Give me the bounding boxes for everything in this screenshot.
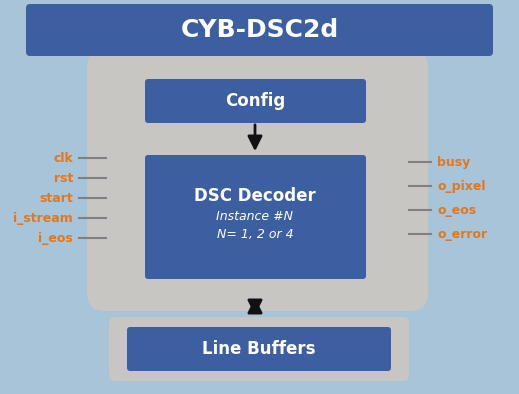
Text: o_eos: o_eos bbox=[437, 203, 476, 216]
FancyBboxPatch shape bbox=[145, 155, 366, 279]
Text: start: start bbox=[39, 191, 73, 204]
FancyBboxPatch shape bbox=[145, 79, 366, 123]
Text: rst: rst bbox=[53, 171, 73, 184]
FancyBboxPatch shape bbox=[26, 4, 493, 56]
FancyBboxPatch shape bbox=[87, 50, 428, 311]
Text: i_stream: i_stream bbox=[13, 212, 73, 225]
Text: DSC Decoder: DSC Decoder bbox=[194, 187, 316, 205]
Text: Config: Config bbox=[225, 92, 285, 110]
Text: Instance #N: Instance #N bbox=[216, 210, 294, 223]
Text: i_eos: i_eos bbox=[38, 232, 73, 245]
Text: Line Buffers: Line Buffers bbox=[202, 340, 316, 358]
Text: o_pixel: o_pixel bbox=[437, 180, 485, 193]
Text: clk: clk bbox=[53, 152, 73, 165]
Text: o_error: o_error bbox=[437, 227, 487, 240]
FancyBboxPatch shape bbox=[127, 327, 391, 371]
Text: N= 1, 2 or 4: N= 1, 2 or 4 bbox=[217, 227, 293, 240]
Text: CYB-DSC2d: CYB-DSC2d bbox=[181, 18, 338, 42]
FancyBboxPatch shape bbox=[109, 317, 409, 381]
Text: busy: busy bbox=[437, 156, 470, 169]
